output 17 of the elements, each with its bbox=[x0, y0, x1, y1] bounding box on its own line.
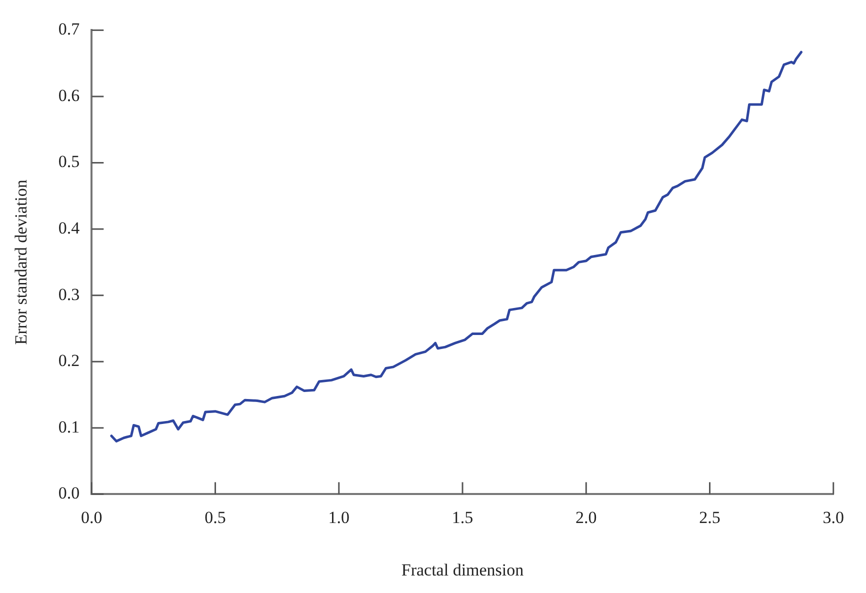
x-tick-label: 3.0 bbox=[822, 508, 844, 527]
y-tick-label: 0.2 bbox=[58, 351, 80, 370]
x-tick-label: 0.5 bbox=[204, 508, 226, 527]
x-tick-label: 1.0 bbox=[328, 508, 350, 527]
x-tick-label: 2.0 bbox=[576, 508, 597, 527]
y-axis-title: Error standard deviation bbox=[12, 179, 31, 345]
y-tick-label: 0.4 bbox=[58, 218, 80, 238]
y-tick-label: 0.5 bbox=[58, 152, 80, 172]
y-tick-label: 0.3 bbox=[58, 284, 80, 304]
y-tick-label: 0.1 bbox=[58, 417, 80, 436]
x-tick-label: 2.5 bbox=[699, 508, 720, 527]
x-axis-title: Fractal dimension bbox=[401, 560, 524, 580]
y-tick-label: 0.0 bbox=[58, 484, 80, 503]
x-tick-label: 0.0 bbox=[81, 508, 102, 527]
x-tick-label: 1.5 bbox=[452, 508, 474, 527]
y-tick-label: 0.7 bbox=[58, 20, 80, 39]
y-tick-label: 0.6 bbox=[58, 86, 80, 105]
